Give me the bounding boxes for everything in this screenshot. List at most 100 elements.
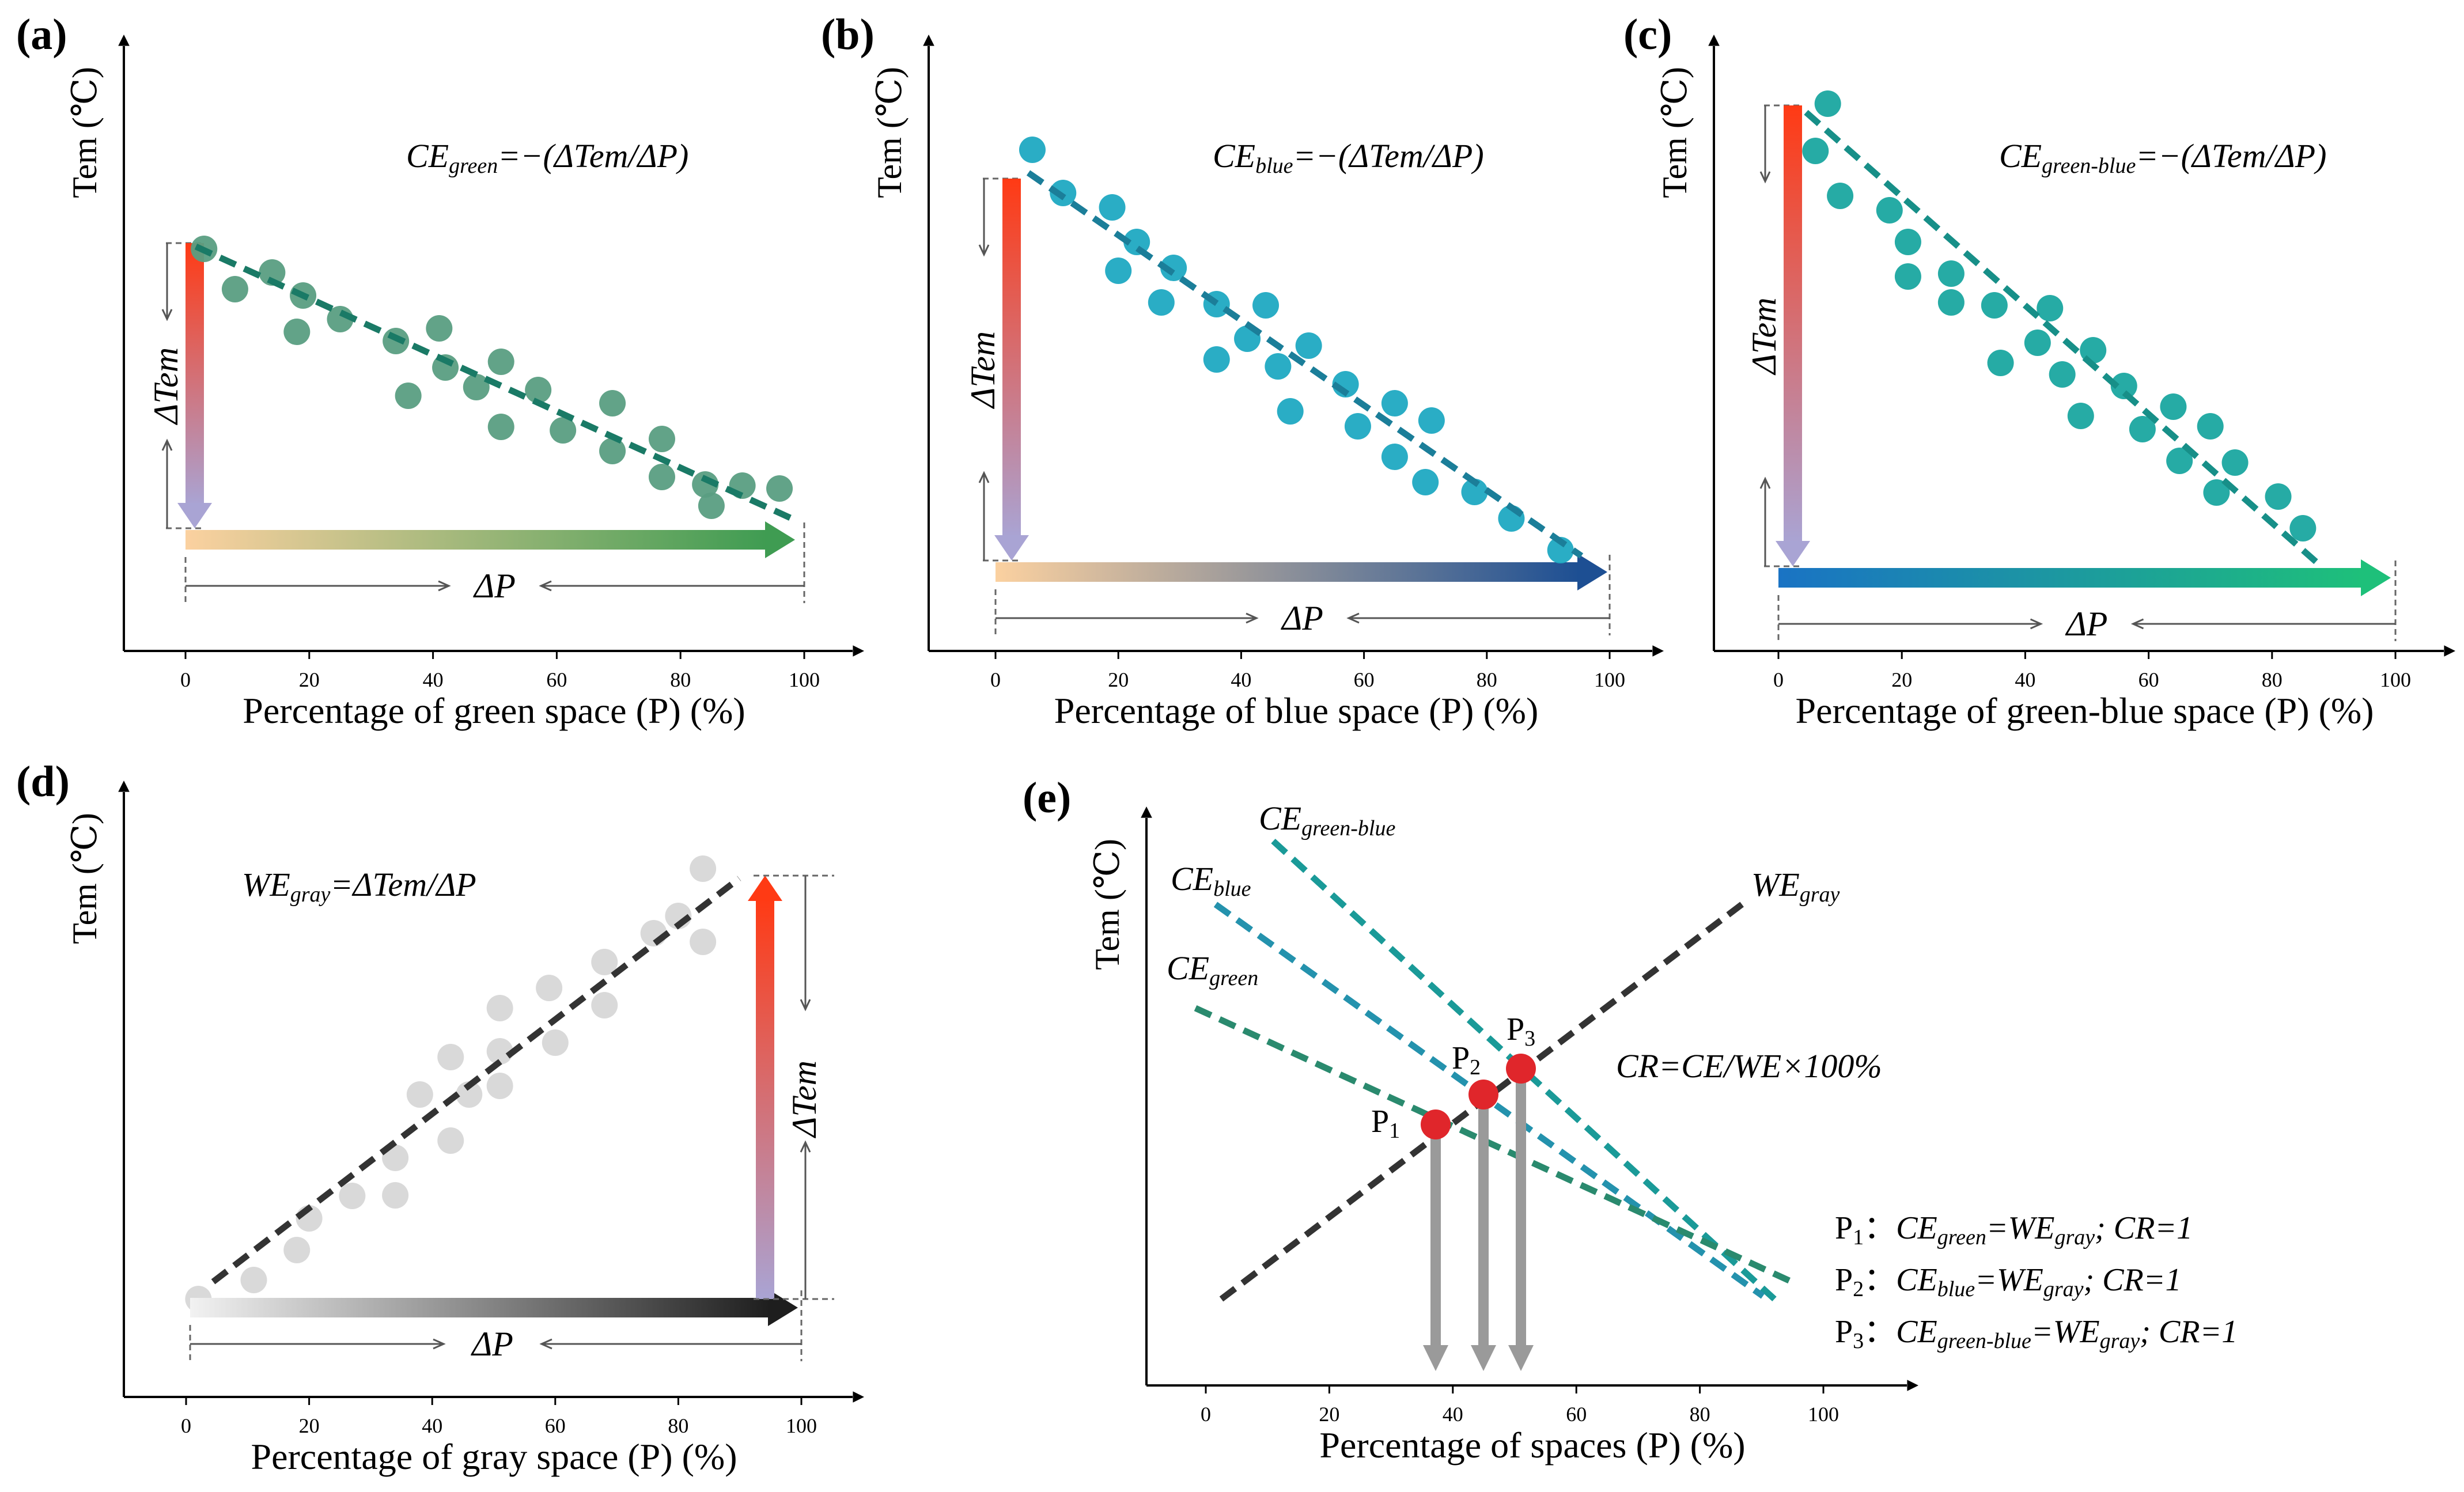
x-tick-label: 40 bbox=[422, 1414, 442, 1437]
data-point bbox=[648, 426, 675, 452]
data-point bbox=[1123, 229, 1150, 255]
ce-blue-line bbox=[1213, 902, 1765, 1299]
formula: CEblue=−(ΔTem/ΔP) bbox=[1213, 137, 1484, 178]
delta-p-arrow-head bbox=[1577, 554, 1607, 590]
measure-arrow-right bbox=[2130, 618, 2144, 630]
panel-e: 0 20 40 60 80 100 Percentage of spaces (P) (%)… bbox=[1023, 774, 2238, 1466]
x-tick-label: 20 bbox=[1108, 668, 1129, 691]
delta-tem-label: ΔTem bbox=[1745, 297, 1783, 375]
data-point bbox=[692, 471, 719, 498]
data-point bbox=[1252, 292, 1280, 319]
x-axis-arrow bbox=[1652, 645, 1664, 657]
ce-green-line bbox=[1194, 1005, 1793, 1285]
intersection-point bbox=[1506, 1054, 1536, 1084]
y-axis-arrow bbox=[923, 35, 934, 46]
delta-tem-label: ΔTem bbox=[964, 331, 1002, 409]
data-point bbox=[1381, 444, 1408, 470]
delta-tem-label: ΔTem bbox=[147, 347, 185, 425]
y-axis-arrow bbox=[1708, 35, 1720, 46]
panel-c: 0 20 40 60 80 100 Percentage of green-blue spa… bbox=[1623, 10, 2455, 731]
data-point bbox=[599, 390, 626, 416]
y-axis-label: Tem (℃) bbox=[870, 67, 909, 198]
panel-d: 0 20 40 60 80 100 Percentage of gray space (P)… bbox=[16, 758, 864, 1477]
line-label: CEgreen bbox=[1167, 949, 1258, 990]
data-point bbox=[1894, 263, 1921, 290]
data-point bbox=[406, 1081, 433, 1108]
data-point bbox=[1547, 537, 1574, 563]
x-tick-label: 20 bbox=[1891, 668, 1912, 691]
x-tick-label: 20 bbox=[299, 668, 320, 691]
data-point bbox=[1160, 255, 1187, 281]
delta-p-label: ΔP bbox=[1281, 599, 1323, 637]
point-label: P3 bbox=[1507, 1012, 1535, 1051]
y-axis-label: Tem (℃) bbox=[1656, 67, 1694, 198]
data-point bbox=[2110, 373, 2137, 399]
data-point bbox=[1050, 180, 1077, 206]
measure-arrow-top bbox=[800, 999, 811, 1012]
data-point bbox=[2037, 295, 2064, 321]
measure-arrow-top bbox=[161, 309, 173, 321]
measure-arrow-left bbox=[2030, 618, 2043, 630]
data-point bbox=[591, 949, 618, 975]
down-arrow bbox=[1516, 1069, 1526, 1345]
data-point bbox=[437, 1127, 464, 1154]
intersection-point bbox=[1421, 1109, 1451, 1139]
measure-arrow-left bbox=[433, 1338, 446, 1350]
data-point bbox=[2024, 330, 2051, 356]
data-point bbox=[591, 992, 618, 1018]
delta-tem-arrow-head bbox=[994, 535, 1029, 561]
delta-p-arrow-head bbox=[2361, 559, 2391, 596]
data-point bbox=[2049, 361, 2076, 388]
delta-p-arrow bbox=[186, 530, 767, 550]
data-point bbox=[2203, 479, 2230, 506]
x-tick-label: 40 bbox=[1443, 1403, 1463, 1426]
x-tick-label: 80 bbox=[1690, 1403, 1710, 1426]
panel-label: (a) bbox=[16, 10, 67, 59]
data-point bbox=[1295, 332, 1322, 359]
measure-arrow-bottom bbox=[978, 471, 990, 483]
data-point bbox=[1827, 183, 1854, 209]
x-tick-label: 100 bbox=[2380, 668, 2411, 691]
down-arrow-head bbox=[1471, 1345, 1496, 1371]
data-point bbox=[1105, 257, 1132, 284]
x-tick-label: 60 bbox=[2139, 668, 2159, 691]
y-axis-arrow bbox=[1141, 806, 1152, 818]
measure-arrow-left bbox=[438, 580, 451, 592]
x-axis-arrow bbox=[853, 645, 864, 657]
legend-entry: P1：CEgreen=WEgray; CR=1 bbox=[1835, 1210, 2193, 1249]
panel-label: (c) bbox=[1623, 10, 1672, 59]
line-label: CEblue bbox=[1171, 860, 1251, 901]
measure-arrow-right bbox=[539, 580, 552, 592]
delta-tem-arrow bbox=[1002, 179, 1021, 537]
x-axis-arrow bbox=[853, 1391, 864, 1403]
data-point bbox=[1894, 229, 1921, 255]
data-point bbox=[2289, 515, 2317, 541]
x-axis-label: Percentage of gray space (P) (%) bbox=[251, 1436, 737, 1477]
down-arrow-head bbox=[1508, 1345, 1534, 1371]
data-point bbox=[2160, 393, 2187, 420]
data-point bbox=[1099, 194, 1126, 221]
panel-label: (d) bbox=[16, 758, 70, 806]
x-tick-label: 20 bbox=[1319, 1403, 1339, 1426]
data-point bbox=[487, 414, 514, 440]
data-point bbox=[382, 1182, 409, 1209]
data-point bbox=[536, 975, 563, 1001]
data-point bbox=[2129, 416, 2156, 442]
data-point bbox=[1981, 292, 2008, 319]
data-point bbox=[766, 475, 793, 502]
delta-tem-label: ΔTem bbox=[785, 1061, 823, 1138]
x-tick-label: 100 bbox=[1808, 1403, 1839, 1426]
x-tick-label: 80 bbox=[1477, 668, 1497, 691]
data-point bbox=[599, 438, 626, 464]
formula: CEgreen=−(ΔTem/ΔP) bbox=[406, 137, 688, 178]
data-point bbox=[2221, 449, 2249, 476]
data-point bbox=[382, 1145, 409, 1171]
x-tick-label: 0 bbox=[180, 668, 191, 691]
measure-arrow-bottom bbox=[161, 438, 173, 451]
y-axis-label: Tem (℃) bbox=[66, 813, 104, 944]
legend-entry: P3：CEgreen-blue=WEgray; CR=1 bbox=[1835, 1314, 2238, 1353]
measure-arrow-bottom bbox=[1759, 476, 1771, 489]
data-point bbox=[1265, 353, 1292, 380]
x-tick-label: 80 bbox=[668, 1414, 688, 1437]
